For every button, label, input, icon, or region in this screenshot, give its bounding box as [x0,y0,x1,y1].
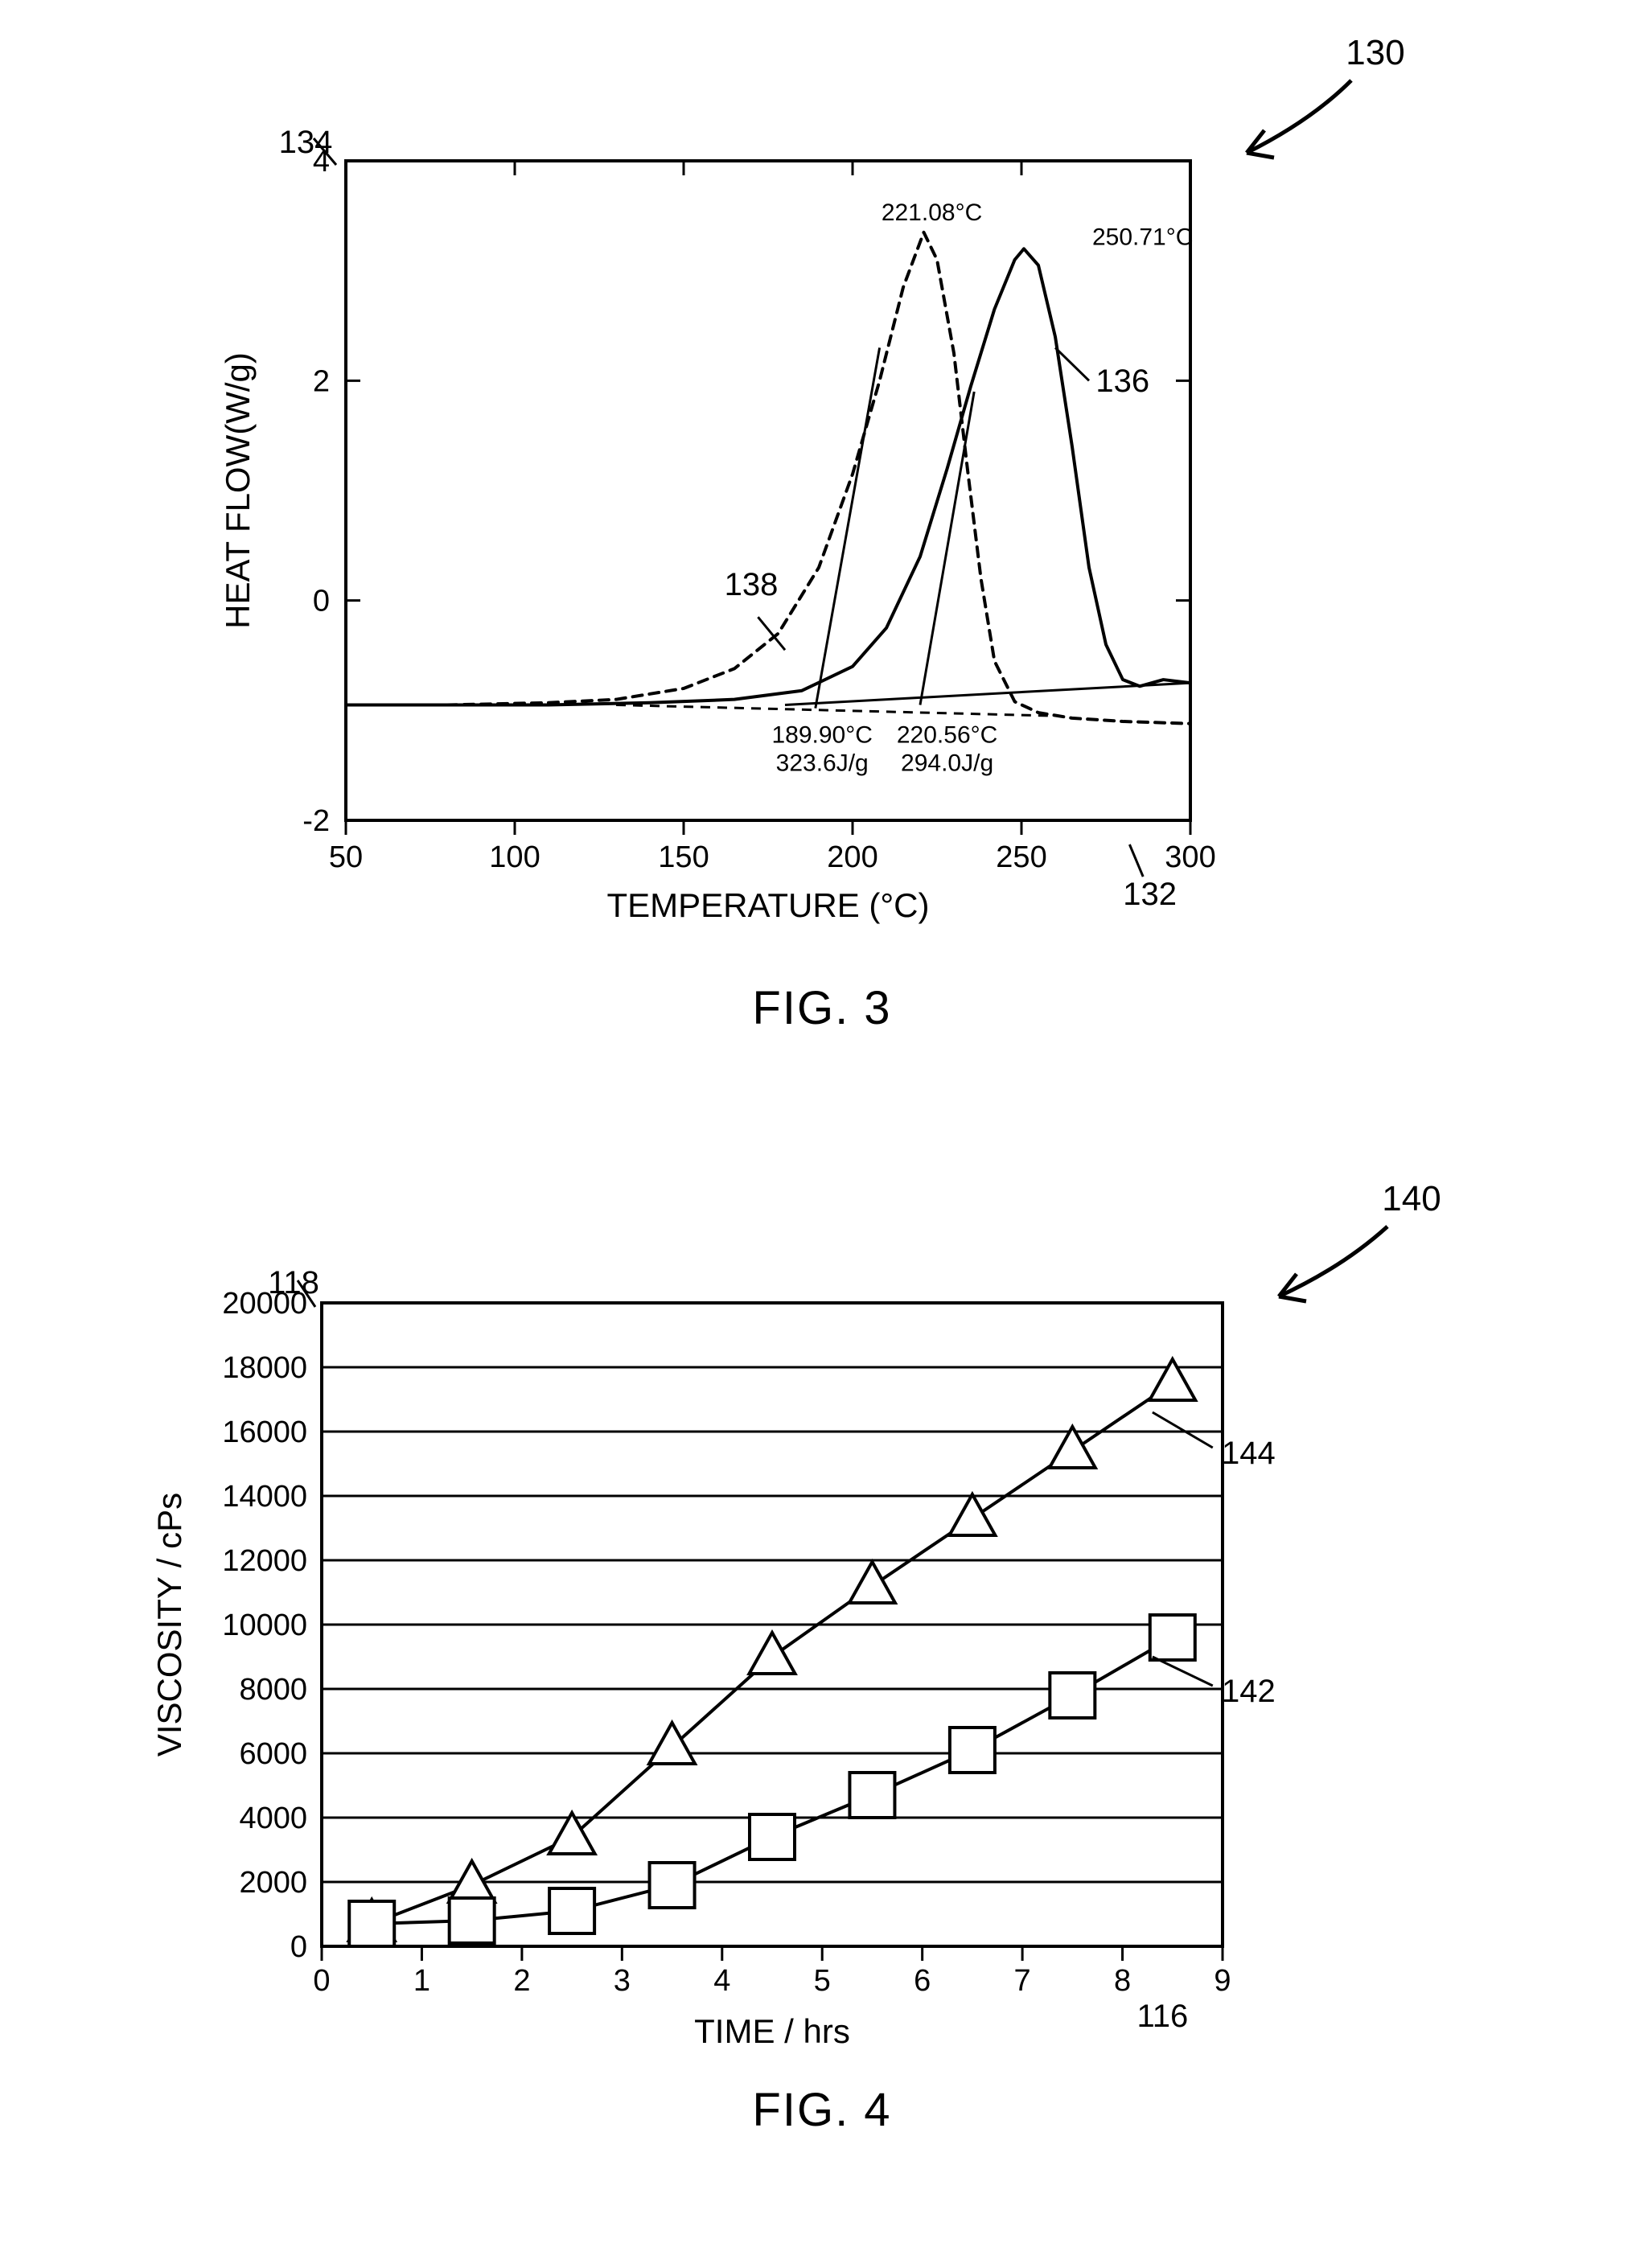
svg-text:6: 6 [914,1964,931,1998]
svg-text:100: 100 [489,840,540,874]
svg-text:50: 50 [329,840,363,874]
svg-text:8: 8 [1114,1964,1131,1998]
svg-text:136: 136 [1095,364,1149,399]
svg-text:118: 118 [268,1265,319,1300]
svg-text:2: 2 [313,364,330,398]
page-root: 50100150200250300-2024TEMPERATURE (°C)HE… [0,0,1644,2268]
svg-text:2000: 2000 [239,1866,307,1900]
svg-text:1: 1 [413,1964,430,1998]
svg-text:250: 250 [996,840,1046,874]
svg-text:150: 150 [658,840,709,874]
fig4-svg: 0 1 2 3 4 5 6 7 8 9 0 2000 4000 6000 8000 10000 12000 140… [0,1094,1644,2115]
svg-text:5: 5 [814,1964,831,1998]
svg-text:0: 0 [290,1930,307,1964]
svg-text:116: 116 [1136,1999,1188,2034]
fig4-caption: FIG. 4 [0,2083,1644,2137]
figure-3: 50100150200250300-2024TEMPERATURE (°C)HE… [0,0,1644,1046]
svg-text:142: 142 [1222,1674,1276,1709]
svg-text:4000: 4000 [239,1802,307,1835]
svg-text:200: 200 [827,840,877,874]
svg-text:138: 138 [725,567,779,602]
svg-text:0: 0 [313,1964,330,1998]
svg-text:18000: 18000 [222,1351,307,1385]
svg-text:220.56°C: 220.56°C [897,721,997,748]
fig3-svg: 50100150200250300-2024TEMPERATURE (°C)HE… [0,0,1644,1046]
svg-text:10000: 10000 [222,1609,307,1642]
svg-text:16000: 16000 [222,1415,307,1449]
svg-text:0: 0 [313,585,330,618]
svg-text:300: 300 [1165,840,1215,874]
svg-text:TIME / hrs: TIME / hrs [694,2012,850,2050]
svg-text:144: 144 [1222,1436,1276,1471]
svg-text:TEMPERATURE (°C): TEMPERATURE (°C) [606,886,929,924]
svg-text:250.71°C: 250.71°C [1092,224,1193,250]
svg-text:221.08°C: 221.08°C [882,199,982,226]
fig3-caption: FIG. 3 [0,981,1644,1035]
svg-text:140: 140 [1382,1179,1441,1218]
svg-text:7: 7 [1014,1964,1031,1998]
svg-text:9: 9 [1214,1964,1231,1998]
svg-text:3: 3 [614,1964,631,1998]
svg-text:294.0J/g: 294.0J/g [901,750,993,776]
svg-text:132: 132 [1123,877,1177,912]
svg-text:HEAT FLOW(W/g): HEAT FLOW(W/g) [219,352,257,629]
svg-text:12000: 12000 [222,1544,307,1578]
svg-text:6000: 6000 [239,1737,307,1771]
svg-text:130: 130 [1346,33,1404,72]
svg-text:VISCOSITY / cPs: VISCOSITY / cPs [150,1493,188,1756]
svg-text:323.6J/g: 323.6J/g [776,750,869,776]
svg-text:4: 4 [713,1964,730,1998]
svg-text:2: 2 [513,1964,530,1998]
svg-text:14000: 14000 [222,1480,307,1514]
svg-text:189.90°C: 189.90°C [771,721,872,748]
svg-text:134: 134 [279,125,333,160]
svg-text:8000: 8000 [239,1673,307,1707]
svg-text:-2: -2 [302,804,330,838]
figure-4: 0 1 2 3 4 5 6 7 8 9 0 2000 4000 6000 8000 10000 12000 140… [0,1094,1644,2115]
